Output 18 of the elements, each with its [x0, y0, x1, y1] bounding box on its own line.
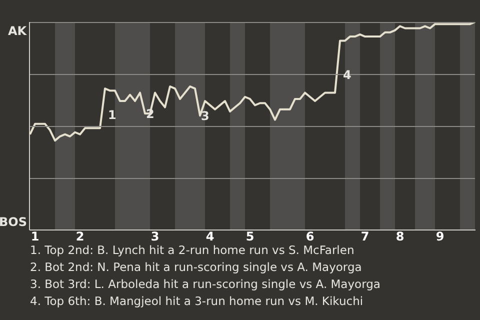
x-tick-label: 5: [246, 229, 254, 244]
annotation: 3: [201, 108, 210, 123]
x-tick-label: 9: [436, 229, 444, 244]
x-tick-label: 8: [396, 229, 404, 244]
text: 1. Top 2nd: B. Lynch hit a 2-run home run vs S. McFarlen: [30, 242, 356, 259]
text: AK: [8, 24, 27, 38]
x-tick-label: 7: [360, 229, 370, 244]
x-tick-label: 6: [306, 229, 314, 244]
x-tick-label: 4: [206, 229, 214, 244]
annotation: 4: [343, 68, 352, 82]
text: 3. Bot 3rd: L. Arboleda hit a run-scoring single vs A. Mayorga: [30, 276, 380, 293]
text: 4. Top 6th: B. Mangjeol hit a 3-run home run vs M. Kikuchi: [30, 293, 364, 310]
x-tick-label: 1: [30, 229, 40, 244]
text: 2. Bot 2nd: N. Pena hit a run-scoring single vs A. Mayorga: [30, 259, 363, 276]
text: BOS: [0, 215, 27, 229]
x-tick-label: 2: [76, 229, 84, 244]
x-tick-label: 3: [150, 229, 160, 244]
annotation: 1: [108, 108, 116, 122]
